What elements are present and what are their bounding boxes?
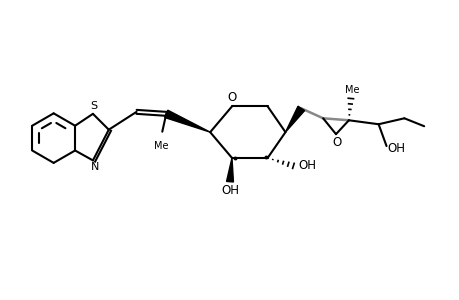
Text: Me: Me xyxy=(344,85,358,94)
Text: O: O xyxy=(332,136,341,148)
Polygon shape xyxy=(285,106,304,132)
Polygon shape xyxy=(164,110,210,132)
Text: O: O xyxy=(227,91,236,104)
Text: N: N xyxy=(90,162,99,172)
Text: S: S xyxy=(90,101,97,111)
Text: Me: Me xyxy=(154,141,168,151)
Text: OH: OH xyxy=(220,184,239,197)
Text: OH: OH xyxy=(297,159,316,172)
Text: OH: OH xyxy=(386,142,404,154)
Polygon shape xyxy=(226,158,233,182)
